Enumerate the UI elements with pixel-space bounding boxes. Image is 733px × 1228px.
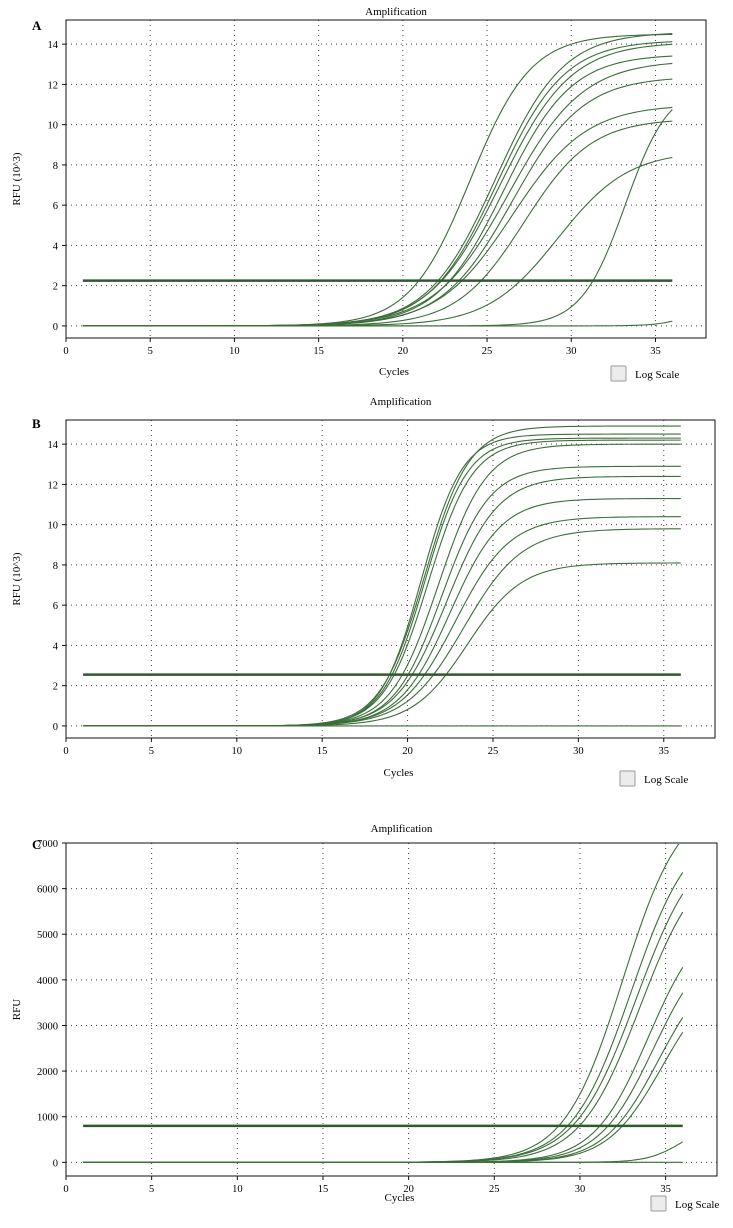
x-tick-label: 10	[229, 346, 240, 357]
panel-label: A	[32, 18, 42, 33]
amplification-curves	[82, 33, 673, 327]
x-tick-label: 25	[489, 1184, 500, 1195]
amplification-curve	[83, 844, 680, 1163]
amplification-curve	[82, 33, 673, 327]
y-tick-label: 7000	[37, 839, 58, 850]
y-tick-label: 10	[48, 521, 59, 532]
y-tick-label: 0	[53, 722, 58, 733]
y-tick-label: 0	[53, 1158, 58, 1169]
amplification-curve	[83, 992, 684, 1163]
x-tick-label: 35	[660, 1184, 671, 1195]
y-tick-label: 6000	[37, 885, 58, 896]
x-tick-label: 30	[575, 1184, 586, 1195]
y-tick-label: 8	[53, 561, 58, 572]
x-tick-label: 0	[63, 1184, 68, 1195]
x-tick-label: 5	[149, 746, 154, 757]
x-tick-label: 35	[659, 746, 670, 757]
log-scale-checkbox[interactable]	[619, 770, 636, 787]
amplification-curve	[83, 528, 681, 727]
x-tick-label: 20	[403, 1184, 414, 1195]
y-tick-label: 6	[53, 201, 58, 212]
amplification-curve	[82, 156, 673, 327]
x-tick-label: 35	[650, 346, 661, 357]
amplification-curve	[82, 320, 673, 327]
y-tick-label: 2	[53, 682, 58, 693]
x-tick-label: 0	[63, 346, 68, 357]
amplification-curve	[83, 443, 681, 727]
x-tick-label: 10	[232, 1184, 243, 1195]
amplification-curve	[83, 437, 681, 727]
amplification-curves	[83, 844, 684, 1163]
chart-panel-b: Amplification B 0 5 10 15 20 25 30 35 0 2 4 6 8 10 12 14 C…	[11, 396, 716, 787]
y-tick-label: 6	[53, 601, 58, 612]
amplification-curve	[82, 120, 673, 327]
panel-label: C	[32, 837, 41, 852]
x-axis-label: Cycles	[385, 1192, 415, 1204]
x-tick-label: 15	[317, 746, 328, 757]
x-tick-label: 30	[573, 746, 584, 757]
y-tick-label: 2	[53, 282, 58, 293]
y-tick-label: 4000	[37, 976, 58, 987]
y-tick-label: 3000	[37, 1021, 58, 1032]
x-tick-label: 10	[232, 746, 243, 757]
y-tick-label: 12	[48, 80, 59, 91]
y-axis-label: RFU (10^3)	[11, 152, 23, 205]
grid	[66, 420, 715, 738]
y-tick-label: 8	[53, 161, 58, 172]
log-scale-label: Log Scale	[635, 369, 679, 381]
amplification-curves	[83, 425, 681, 727]
y-axis-label: RFU (10^3)	[11, 552, 23, 605]
log-scale-checkbox[interactable]	[610, 365, 627, 382]
amplification-curve	[82, 62, 673, 327]
x-axis-label: Cycles	[379, 366, 409, 378]
plot-frame	[65, 419, 716, 739]
log-scale-checkbox[interactable]	[650, 1195, 667, 1212]
y-tick-label: 4	[53, 241, 59, 252]
grid	[66, 20, 706, 338]
amplification-curve	[82, 109, 673, 327]
x-tick-label: 15	[313, 346, 324, 357]
log-scale-label: Log Scale	[644, 774, 688, 786]
y-tick-label: 12	[48, 480, 59, 491]
x-tick-label: 0	[63, 746, 68, 757]
y-tick-label: 14	[48, 440, 59, 451]
amplification-curve	[83, 425, 681, 727]
y-tick-label: 4	[53, 641, 59, 652]
x-tick-label: 5	[149, 1184, 154, 1195]
y-tick-label: 0	[53, 322, 58, 333]
amplification-curve	[82, 78, 673, 327]
plot-frame	[65, 842, 718, 1177]
x-tick-label: 20	[398, 346, 409, 357]
x-tick-label: 25	[482, 346, 493, 357]
amplification-curve	[83, 872, 684, 1163]
y-tick-label: 1000	[37, 1113, 58, 1124]
x-tick-label: 5	[148, 346, 153, 357]
y-tick-label: 5000	[37, 930, 58, 941]
chart-title: Amplification	[365, 6, 427, 18]
amplification-curve	[83, 893, 684, 1163]
x-axis-label: Cycles	[384, 767, 414, 779]
y-tick-label: 14	[48, 40, 59, 51]
plot-frame	[65, 19, 707, 339]
amplification-curve	[83, 439, 681, 727]
x-tick-label: 20	[402, 746, 413, 757]
chart-panel-c: Amplification C 0 5 10 15 20 25 30 35 0 1000 2000 300…	[11, 823, 719, 1212]
y-axis-label: RFU	[11, 999, 23, 1020]
panel-label: B	[32, 416, 41, 431]
amplification-curve	[82, 43, 673, 327]
x-tick-label: 30	[566, 346, 577, 357]
chart-title: Amplification	[371, 823, 433, 835]
amplification-curve	[83, 433, 681, 727]
chart-panel-a: Amplification A 0 5 10 15 20 25 30 35 0 2 4 6 8 10 12 14 C…	[11, 6, 707, 382]
chart-title: Amplification	[370, 396, 432, 408]
log-scale-label: Log Scale	[675, 1199, 719, 1211]
y-tick-label: 2000	[37, 1067, 58, 1078]
y-tick-label: 10	[48, 121, 59, 132]
x-tick-label: 15	[318, 1184, 329, 1195]
x-tick-label: 25	[488, 746, 499, 757]
